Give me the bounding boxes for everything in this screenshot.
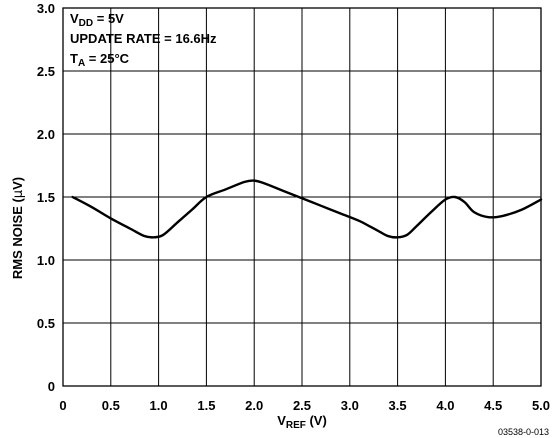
x-axis-title: VREF (V) — [277, 413, 327, 431]
plot-frame — [62, 7, 542, 387]
y-tick-label: 0 — [48, 379, 55, 394]
y-axis-title: RMS NOISE (µV) — [10, 177, 26, 279]
x-tick-labels: 0 0.5 1.0 1.5 2.0 2.5 3.0 3.5 4.0 4.5 5.0 — [59, 398, 550, 413]
y-tick-label: 0.5 — [37, 316, 55, 331]
annotation-line-0: VDD = 5V — [70, 11, 124, 29]
annotation-line-2: TA = 25°C — [70, 51, 130, 69]
figure-id: 03538-0-013 — [498, 427, 549, 437]
x-tick-label: 5.0 — [532, 398, 550, 413]
x-tick-label: 0.5 — [102, 398, 120, 413]
x-tick-label: 0 — [59, 398, 66, 413]
y-tick-labels: 0 0.5 1.0 1.5 2.0 2.5 3.0 — [37, 1, 55, 394]
series-line-rms-noise — [71, 179, 543, 239]
y-tick-label: 1.5 — [37, 190, 55, 205]
annotation-line-1: UPDATE RATE = 16.6Hz — [70, 31, 217, 46]
x-tick-label: 1.5 — [197, 398, 215, 413]
x-tick-label: 2.0 — [245, 398, 263, 413]
annotation-block: VDD = 5V UPDATE RATE = 16.6Hz TA = 25°C — [70, 11, 217, 69]
y-tick-label: 1.0 — [37, 253, 55, 268]
y-tick-label: 2.0 — [37, 127, 55, 142]
x-tick-label: 1.0 — [150, 398, 168, 413]
x-tick-label: 4.5 — [484, 398, 502, 413]
y-tick-label: 2.5 — [37, 64, 55, 79]
x-tick-label: 4.0 — [436, 398, 454, 413]
y-tick-label: 3.0 — [37, 1, 55, 16]
x-tick-label: 3.0 — [341, 398, 359, 413]
x-tick-label: 2.5 — [293, 398, 311, 413]
x-tick-label: 3.5 — [389, 398, 407, 413]
